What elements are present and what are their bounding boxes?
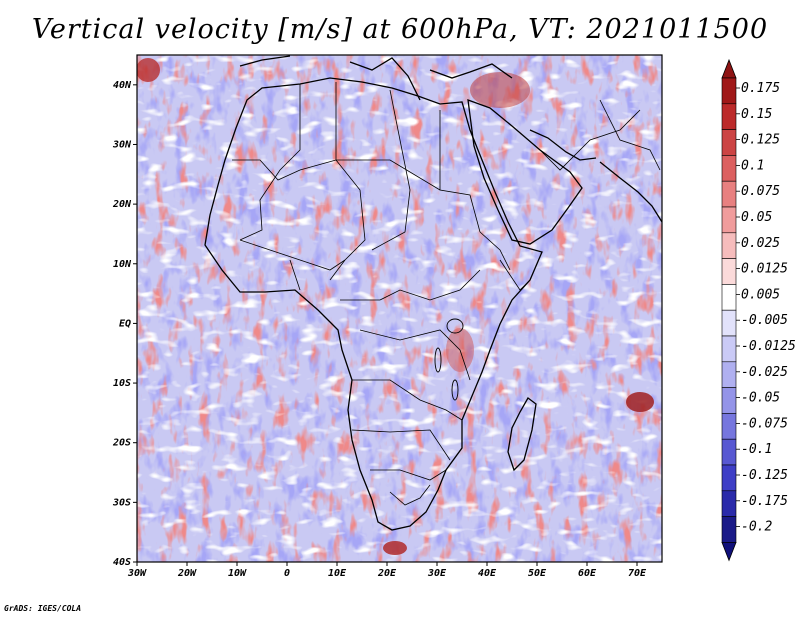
- northwest-updraft: [137, 58, 160, 82]
- field-neutral-texture: [137, 55, 662, 562]
- velocity-field: [137, 55, 662, 562]
- map-frame: [136, 54, 663, 563]
- lat-tick-label: 10N: [113, 259, 132, 270]
- lon-tick-label: 30W: [127, 568, 147, 579]
- colorbar-label: 0.005: [741, 287, 780, 302]
- latitude-ticks: 40N 30N 20N 10N EQ 10S 20S 30S 40S: [112, 80, 137, 568]
- india-coastline: [599, 161, 662, 223]
- colorbar-swatch: [721, 206, 737, 234]
- lat-tick-label: 30S: [112, 497, 131, 508]
- middle-east-updraft: [470, 72, 530, 108]
- lon-tick-label: 0: [284, 568, 290, 579]
- lat-tick-label: EQ: [119, 318, 131, 329]
- lon-tick-label: 10W: [228, 568, 247, 579]
- lon-tick-label: 20W: [177, 568, 197, 579]
- colorbar-label: -0.125: [741, 468, 788, 483]
- lon-tick-label: 20E: [377, 568, 397, 579]
- longitude-ticks: 30W 20W 10W 0 10E 20E 30E 40E 50E 60E 70E: [127, 562, 647, 579]
- lat-tick-label: 40N: [113, 80, 132, 91]
- colorbar-label: 0.05: [741, 210, 772, 225]
- lon-tick-label: 30E: [427, 568, 447, 579]
- colorbar-swatch: [721, 413, 737, 440]
- colorbar-label: 0.075: [741, 184, 780, 199]
- colorbar-swatch: [721, 309, 737, 337]
- lat-tick-label: 20S: [112, 438, 131, 449]
- chart-title: Vertical velocity [m/s] at 600hPa, VT: 2…: [31, 14, 769, 45]
- colorbar-label: 0.15: [741, 107, 772, 122]
- colorbar-swatch: [721, 77, 737, 105]
- colorbar-swatch: [721, 258, 737, 285]
- colorbar-top-arrow: [721, 58, 737, 79]
- arabia-coastline: [467, 99, 583, 245]
- colorbar-swatch: [721, 490, 737, 517]
- colorbar-swatch: [721, 387, 737, 414]
- lat-tick-label: 10S: [113, 378, 131, 389]
- colorbar-swatch: [721, 180, 737, 208]
- colorbar-label: -0.075: [741, 416, 788, 431]
- colorbar-swatch: [721, 516, 737, 543]
- madagascar-coastline: [507, 397, 537, 472]
- lakes: [434, 318, 464, 401]
- lat-tick-label: 20N: [112, 199, 132, 210]
- colorbar-swatch: [721, 103, 737, 130]
- lat-tick-label: 30N: [112, 139, 132, 150]
- colorbar-label: 0.1: [741, 158, 764, 173]
- colorbar-label: 0.025: [741, 236, 780, 251]
- colorbar-swatch: [721, 129, 737, 156]
- colorbar-swatch: [721, 232, 737, 259]
- colorbar-label: 0.0125: [741, 262, 788, 277]
- colorbar-label: -0.1: [741, 442, 772, 457]
- colorbar-swatch: [721, 361, 737, 388]
- lon-tick-label: 60E: [578, 568, 597, 579]
- lon-tick-label: 70E: [628, 568, 647, 579]
- colorbar-swatch: [721, 464, 737, 492]
- colorbar-label: -0.2: [741, 520, 772, 535]
- southern-updraft: [383, 541, 407, 555]
- colorbar-label: -0.005: [741, 313, 788, 328]
- colorbar-label: 0.175: [741, 81, 780, 96]
- lon-tick-label: 50E: [528, 568, 547, 579]
- colorbar-label: -0.05: [741, 391, 780, 406]
- colorbar-swatch: [721, 438, 737, 466]
- colorbar: 0.175 0.15 0.125 0.1 0.075 0.05 0.025 0.0125 0.0…: [721, 58, 796, 562]
- persian-gulf-coastline: [529, 129, 597, 161]
- colorbar-label: 0.125: [741, 133, 780, 148]
- europe-coastline: [239, 55, 513, 101]
- colorbar-label: -0.175: [741, 494, 788, 509]
- grads-credit: GrADS: IGES/COLA: [4, 604, 82, 613]
- colorbar-swatch: [721, 335, 737, 363]
- colorbar-swatch: [721, 284, 737, 311]
- colorbar-bottom-arrow: [721, 542, 737, 562]
- lon-tick-label: 40E: [478, 568, 497, 579]
- colorbar-label: -0.0125: [741, 339, 796, 354]
- cyclone-updraft: [626, 392, 654, 412]
- colorbar-swatch: [721, 155, 737, 182]
- country-borders: [232, 82, 661, 506]
- colorbar-label: -0.025: [741, 365, 788, 380]
- lon-tick-label: 10E: [328, 568, 347, 579]
- lat-tick-label: 40S: [113, 557, 131, 568]
